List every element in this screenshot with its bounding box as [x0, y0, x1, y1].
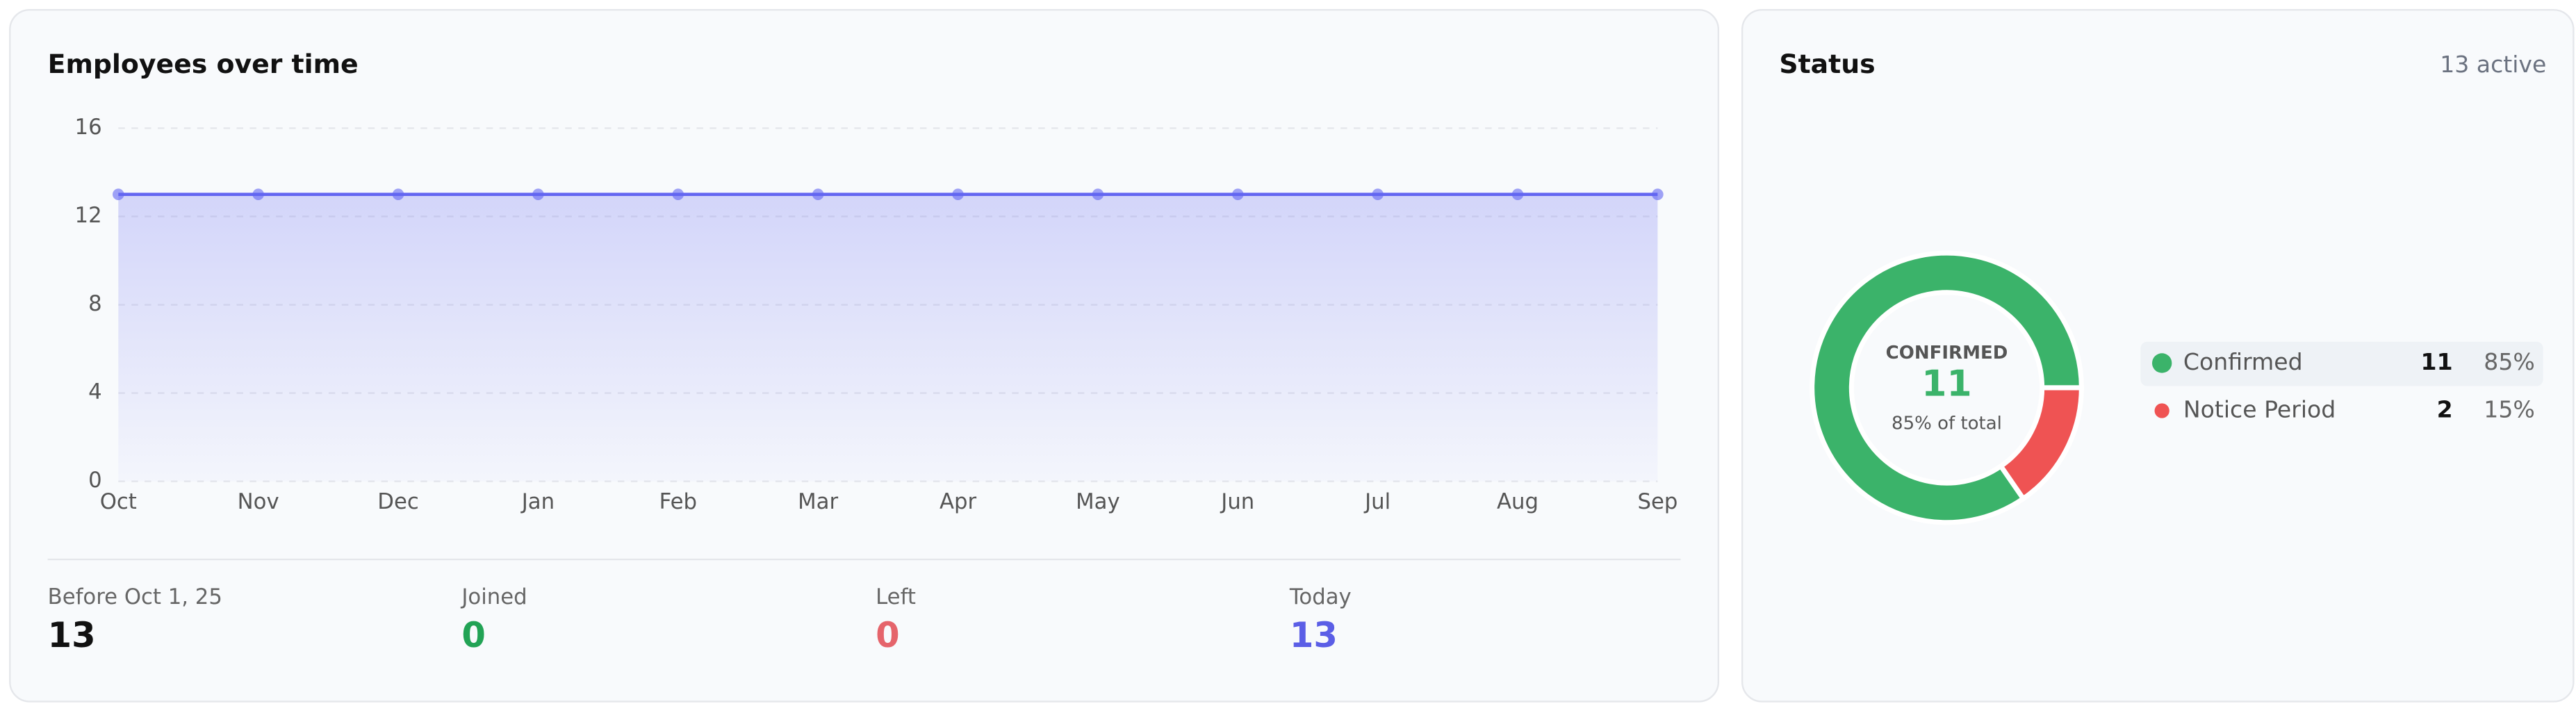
x-tick-label: May	[1076, 489, 1120, 514]
x-tick-label: Jun	[1220, 489, 1254, 514]
center-label: CONFIRMED	[1886, 343, 2008, 363]
legend-value: 2	[2437, 396, 2453, 423]
stat-label: Left	[876, 584, 916, 609]
legend-percent: 85%	[2484, 348, 2535, 375]
point	[952, 188, 964, 200]
slice	[1997, 385, 2084, 502]
x-tick-label: Dec	[377, 489, 418, 514]
point	[532, 188, 544, 200]
point	[672, 188, 684, 200]
stat-label: Joined	[460, 584, 527, 609]
point	[1652, 188, 1664, 200]
y-tick-label: 16	[75, 115, 102, 140]
x-tick-label: Mar	[798, 489, 838, 514]
point	[252, 188, 264, 200]
area	[118, 194, 1658, 482]
x-tick-label: Sep	[1637, 489, 1677, 514]
card-title: Status	[1779, 49, 1875, 79]
stat-value: 13	[48, 615, 96, 655]
point	[392, 188, 404, 200]
legend-percent: 15%	[2484, 396, 2535, 423]
x-tick-label: Oct	[100, 489, 137, 514]
x-tick-label: Aug	[1497, 489, 1539, 514]
point	[1511, 188, 1524, 200]
y-tick-label: 0	[88, 468, 102, 493]
slice	[1810, 250, 2084, 525]
x-tick-label: Nov	[238, 489, 279, 514]
legend-dot	[2154, 403, 2169, 418]
stat-label: Before Oct 1, 25	[48, 584, 222, 609]
point	[1372, 188, 1384, 200]
stat-value: 0	[876, 615, 900, 655]
card-title: Employees over time	[48, 49, 359, 79]
point	[113, 188, 124, 200]
stat-label: Today	[1289, 584, 1352, 609]
subtitle: 13 active	[2440, 51, 2546, 78]
legend-highlight	[2140, 341, 2543, 386]
legend-dot	[2151, 353, 2172, 373]
y-tick-label: 12	[75, 203, 102, 228]
stat-value: 13	[1290, 615, 1338, 655]
stat-value: 0	[461, 615, 486, 655]
x-tick-label: Jul	[1363, 489, 1390, 514]
point	[812, 188, 824, 200]
legend-value: 11	[2421, 348, 2453, 375]
center-value: 11	[1921, 363, 1971, 405]
legend-label: Confirmed	[2183, 348, 2303, 375]
center-caption: 85% of total	[1892, 413, 2002, 434]
point	[1092, 188, 1104, 200]
x-tick-label: Jan	[520, 489, 555, 514]
legend-label: Notice Period	[2183, 396, 2336, 423]
point	[1232, 188, 1244, 200]
x-tick-label: Feb	[659, 489, 697, 514]
y-tick-label: 4	[88, 379, 102, 404]
y-tick-label: 8	[88, 291, 102, 316]
x-tick-label: Apr	[940, 489, 977, 514]
